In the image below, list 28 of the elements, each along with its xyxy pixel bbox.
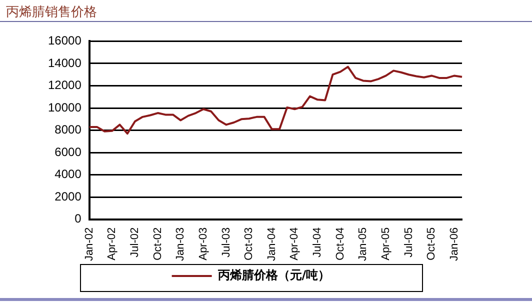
y-tick-label: 2000 bbox=[54, 189, 82, 204]
x-tick-label: Jan-06 bbox=[448, 227, 460, 262]
x-tick-label: Jan-05 bbox=[357, 227, 370, 262]
x-tick-label: Apr-03 bbox=[197, 227, 210, 260]
x-tick-label: Jan-02 bbox=[83, 227, 96, 262]
x-tick-label: Jul-04 bbox=[312, 227, 324, 258]
y-tick-label: 16000 bbox=[48, 34, 82, 48]
chart-title: 丙烯腈销售价格 bbox=[6, 4, 97, 21]
legend-label: 丙烯腈价格（元/吨） bbox=[216, 268, 330, 282]
y-tick-label: 14000 bbox=[48, 56, 82, 70]
x-tick-label: Jul-02 bbox=[129, 227, 142, 258]
x-tick-label: Jan-04 bbox=[266, 227, 278, 262]
x-tick-label: Oct-03 bbox=[243, 227, 256, 260]
x-tick-label: Apr-05 bbox=[380, 227, 392, 260]
y-tick-label: 8000 bbox=[54, 122, 82, 137]
x-tick-label: Apr-04 bbox=[288, 227, 301, 260]
x-tick-label: Oct-02 bbox=[152, 227, 164, 260]
x-tick-label: Oct-04 bbox=[334, 227, 346, 260]
y-tick-label: 12000 bbox=[48, 78, 82, 92]
x-tick-label: Jan-03 bbox=[174, 227, 187, 262]
x-tick-label: Jul-03 bbox=[220, 227, 232, 258]
x-tick-label: Apr-02 bbox=[106, 227, 118, 260]
y-tick-label: 6000 bbox=[54, 144, 82, 159]
y-tick-label: 10000 bbox=[48, 100, 82, 114]
y-tick-label: 4000 bbox=[54, 167, 82, 182]
x-tick-label: Jul-05 bbox=[402, 227, 415, 258]
y-tick-label: 0 bbox=[74, 212, 82, 226]
x-tick-label: Oct-05 bbox=[426, 227, 438, 260]
